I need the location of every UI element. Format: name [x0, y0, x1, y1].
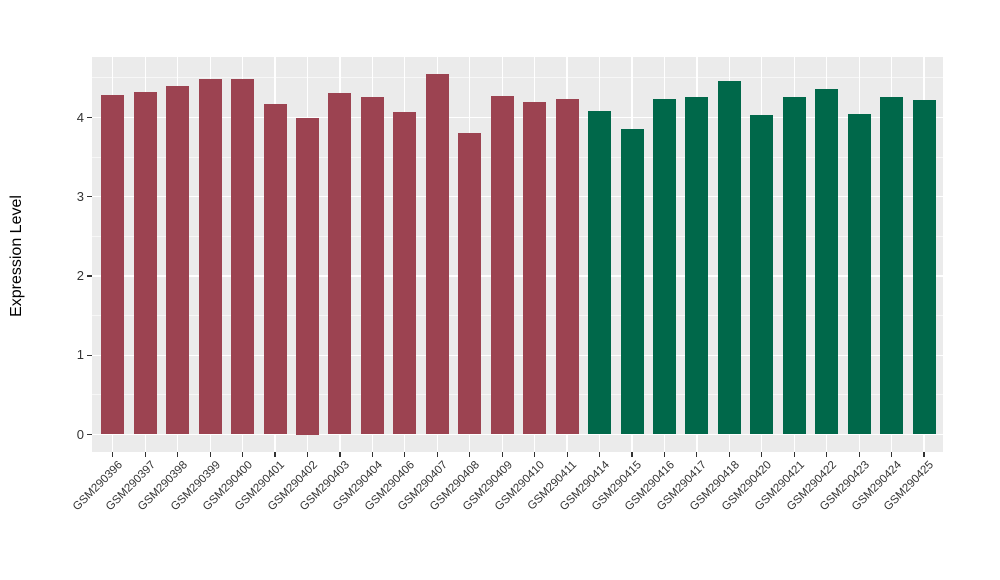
bar-GSM290420	[750, 115, 774, 435]
gridline-major	[92, 116, 943, 119]
gridline-minor	[92, 315, 943, 317]
bar-GSM290414	[588, 111, 612, 435]
bar-GSM290422	[815, 88, 839, 435]
x-tick-mark	[371, 452, 373, 457]
bar-GSM290404	[360, 96, 384, 435]
y-tick-mark	[87, 116, 92, 119]
x-tick-mark	[501, 452, 503, 457]
bar-GSM290401	[263, 104, 287, 435]
gridline-major	[92, 354, 943, 356]
gridline-major	[92, 433, 943, 436]
x-tick-mark	[826, 452, 828, 457]
gridline-minor	[92, 156, 943, 158]
bar-GSM290398	[166, 85, 190, 435]
gridline-minor	[92, 77, 943, 79]
x-tick-mark	[339, 452, 341, 457]
x-tick-mark	[436, 452, 438, 457]
x-tick-mark	[306, 452, 309, 457]
gridline-minor	[92, 394, 943, 396]
gridline-major	[92, 196, 943, 198]
bar-GSM290423	[847, 113, 871, 435]
x-tick-mark	[891, 452, 893, 457]
y-axis-title: Expression Level	[8, 195, 25, 317]
x-tick-mark	[858, 452, 860, 457]
y-tick-mark	[87, 196, 92, 198]
bar-GSM290410	[523, 101, 547, 435]
y-tick-mark	[87, 354, 92, 356]
bar-GSM290402	[296, 117, 319, 435]
y-tick-label: 3	[76, 188, 84, 204]
bar-GSM290416	[652, 99, 676, 435]
x-tick-mark	[144, 452, 146, 457]
bar-GSM290425	[912, 100, 936, 435]
bar-GSM290418	[717, 81, 741, 435]
x-tick-mark	[631, 452, 633, 457]
bar-GSM290400	[231, 78, 255, 435]
y-tick-mark	[87, 433, 92, 436]
bar-GSM290421	[782, 96, 806, 435]
bar-GSM290406	[393, 111, 417, 435]
gridline-minor	[92, 235, 943, 237]
x-tick-mark	[793, 452, 795, 457]
x-tick-mark	[177, 452, 179, 457]
bar-GSM290399	[198, 78, 222, 435]
plot-panel	[92, 57, 943, 452]
bar-GSM290403	[328, 92, 352, 435]
y-tick-mark	[87, 275, 92, 277]
x-tick-mark	[534, 452, 536, 457]
x-tick-mark	[663, 452, 666, 457]
bar-GSM290408	[458, 132, 482, 435]
bar-GSM290409	[490, 96, 514, 435]
gridline-major	[92, 275, 943, 277]
bar-GSM290396	[101, 95, 125, 435]
y-tick-label: 2	[76, 268, 84, 283]
x-tick-mark	[566, 452, 568, 457]
bar-GSM290424	[880, 96, 904, 435]
bar-GSM290417	[685, 96, 709, 435]
x-tick-mark	[761, 452, 763, 457]
x-tick-mark	[242, 452, 244, 457]
x-tick-mark	[209, 452, 211, 457]
bar-GSM290407	[425, 73, 449, 435]
x-tick-mark	[598, 452, 601, 457]
x-tick-mark	[923, 452, 925, 457]
x-tick-mark	[274, 452, 276, 457]
bar-GSM290397	[133, 92, 157, 435]
x-tick-mark	[728, 452, 730, 457]
x-tick-mark	[112, 452, 114, 457]
bar-GSM290415	[620, 128, 644, 435]
bar-GSM290411	[555, 99, 579, 435]
y-tick-label: 1	[76, 347, 84, 363]
x-tick-mark	[469, 452, 471, 457]
y-tick-label: 0	[76, 426, 84, 442]
y-tick-label: 4	[76, 109, 84, 125]
x-tick-mark	[696, 452, 698, 457]
x-tick-mark	[404, 452, 406, 457]
